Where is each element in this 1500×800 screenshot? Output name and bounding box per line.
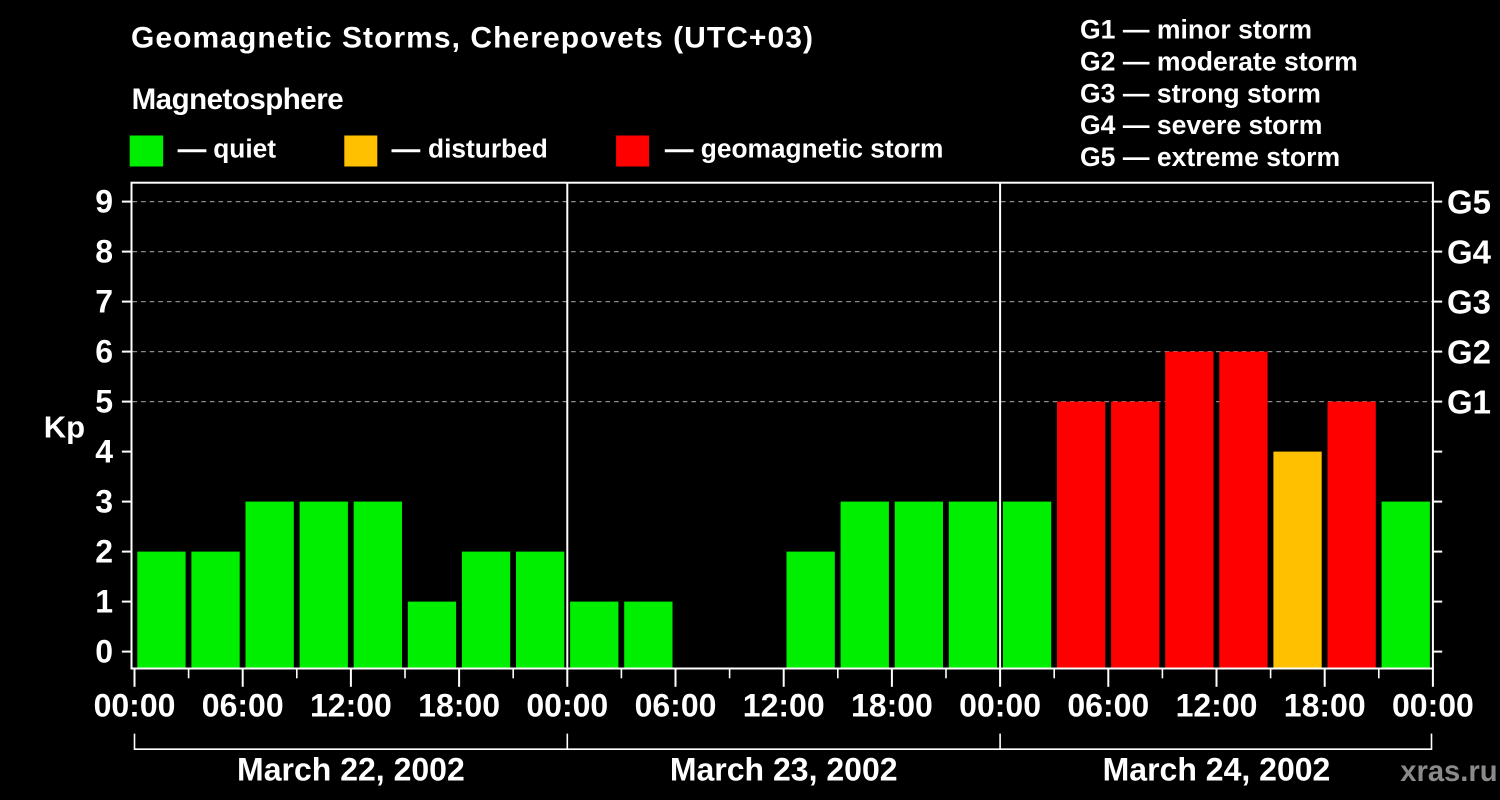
svg-text:12:00: 12:00 <box>743 688 825 724</box>
svg-text:geomagnetic storm: geomagnetic storm <box>701 133 944 163</box>
svg-text:06:00: 06:00 <box>1067 688 1149 724</box>
svg-text:5: 5 <box>95 384 113 420</box>
svg-text:March 22, 2002: March 22, 2002 <box>237 752 465 788</box>
svg-text:12:00: 12:00 <box>310 688 392 724</box>
svg-text:March 23, 2002: March 23, 2002 <box>670 752 898 788</box>
svg-text:1: 1 <box>95 584 113 620</box>
svg-text:Magnetosphere: Magnetosphere <box>132 83 344 116</box>
svg-text:disturbed: disturbed <box>428 133 548 163</box>
svg-text:12:00: 12:00 <box>1176 688 1258 724</box>
svg-text:March 24, 2002: March 24, 2002 <box>1103 752 1331 788</box>
svg-text:06:00: 06:00 <box>202 688 284 724</box>
svg-text:8: 8 <box>95 234 113 270</box>
svg-text:xras.ru: xras.ru <box>1400 756 1497 788</box>
svg-text:3: 3 <box>95 484 113 520</box>
svg-text:00:00: 00:00 <box>1392 688 1474 724</box>
svg-text:6: 6 <box>95 334 113 370</box>
svg-text:quiet: quiet <box>213 133 276 163</box>
svg-text:18:00: 18:00 <box>418 688 500 724</box>
svg-text:G2: G2 <box>1447 333 1491 370</box>
svg-text:G2 — moderate storm: G2 — moderate storm <box>1080 46 1358 76</box>
svg-text:9: 9 <box>95 184 113 220</box>
svg-text:G3 — strong storm: G3 — strong storm <box>1080 78 1321 108</box>
svg-text:18:00: 18:00 <box>851 688 933 724</box>
svg-text:7: 7 <box>95 284 113 320</box>
svg-text:Geomagnetic Storms, Cherepovet: Geomagnetic Storms, Cherepovets (UTC+03) <box>131 22 814 55</box>
svg-text:2: 2 <box>95 534 113 570</box>
svg-text:G4 — severe storm: G4 — severe storm <box>1080 110 1322 140</box>
svg-text:00:00: 00:00 <box>94 688 176 724</box>
svg-text:00:00: 00:00 <box>526 688 608 724</box>
svg-text:0: 0 <box>95 634 113 670</box>
svg-text:4: 4 <box>95 434 113 470</box>
svg-text:00:00: 00:00 <box>959 688 1041 724</box>
svg-text:G1: G1 <box>1447 383 1491 420</box>
svg-text:G1 — minor storm: G1 — minor storm <box>1080 15 1312 45</box>
svg-text:G3: G3 <box>1447 283 1491 320</box>
svg-text:06:00: 06:00 <box>635 688 717 724</box>
svg-text:G5: G5 <box>1447 183 1491 220</box>
svg-text:G4: G4 <box>1447 233 1492 270</box>
svg-text:18:00: 18:00 <box>1284 688 1366 724</box>
svg-text:Kp: Kp <box>44 410 85 445</box>
svg-text:G5 — extreme storm: G5 — extreme storm <box>1080 142 1340 172</box>
